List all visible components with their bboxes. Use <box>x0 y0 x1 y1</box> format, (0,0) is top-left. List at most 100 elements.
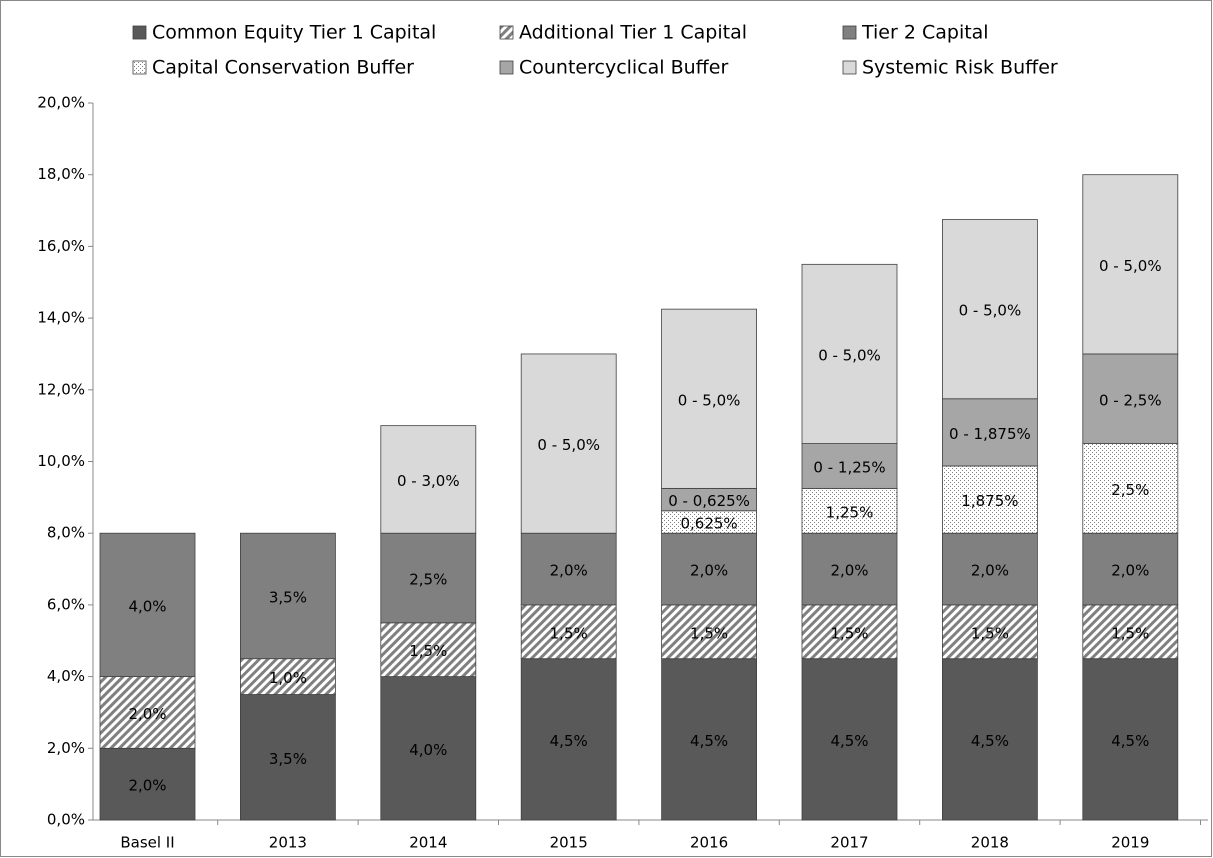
value-label: 0 - 2,5% <box>1099 391 1162 409</box>
bar-segment <box>942 604 1038 660</box>
y-tick-label: 14,0% <box>37 309 85 327</box>
legend-label: Common Equity Tier 1 Capital <box>152 22 436 44</box>
value-label: 4,5% <box>1111 732 1149 750</box>
x-tick-label: 2013 <box>269 834 307 852</box>
bar-segment <box>801 658 898 821</box>
value-label: 0 - 0,625% <box>668 492 750 510</box>
value-label: 2,0% <box>1111 562 1149 580</box>
bar-segment <box>1082 604 1179 660</box>
y-tick-label: 10,0% <box>37 452 85 470</box>
bar-segment <box>661 658 757 821</box>
value-label: 0 - 1,25% <box>813 458 885 476</box>
x-tick-label: Basel II <box>120 834 174 852</box>
x-tick-label: 2015 <box>550 834 588 852</box>
x-tick-label: 2014 <box>409 834 447 852</box>
bar-segment <box>380 532 477 624</box>
legend-swatch <box>842 60 857 75</box>
bar-segment <box>239 658 336 695</box>
bar-segment <box>380 676 477 821</box>
value-label: 4,5% <box>830 732 868 750</box>
value-label: 3,5% <box>269 750 307 768</box>
value-label: 4,5% <box>550 732 588 750</box>
legend-label: Systemic Risk Buffer <box>862 57 1058 79</box>
value-label: 1,5% <box>830 624 868 642</box>
bar-segment <box>99 747 196 821</box>
value-label: 1,5% <box>550 624 588 642</box>
value-label: 0 - 3,0% <box>397 472 460 490</box>
bar-segment <box>520 532 617 606</box>
value-label: 2,0% <box>690 562 728 580</box>
bar-segment <box>1082 658 1179 821</box>
bar-segment <box>99 532 196 678</box>
legend-swatch <box>499 25 514 40</box>
value-label: 2,0% <box>830 562 868 580</box>
legend-swatch <box>132 25 147 40</box>
value-label: 0 - 5,0% <box>678 391 741 409</box>
x-tick-label: 2016 <box>690 834 728 852</box>
legend-label: Tier 2 Capital <box>861 22 989 44</box>
value-label: 0,625% <box>680 514 737 532</box>
x-tick-label: 2019 <box>1111 834 1149 852</box>
value-label: 2,5% <box>409 571 447 589</box>
bar-segment <box>942 532 1038 606</box>
value-label: 2,5% <box>1111 481 1149 499</box>
value-label: 1,0% <box>269 669 307 687</box>
bar-segment <box>1082 532 1179 606</box>
bar-segment <box>1082 174 1179 355</box>
value-label: 2,0% <box>550 562 588 580</box>
y-tick-label: 18,0% <box>37 165 85 183</box>
value-label: 0 - 5,0% <box>959 302 1022 320</box>
value-label: 4,0% <box>409 741 447 759</box>
value-label: 4,5% <box>971 732 1009 750</box>
value-label: 2,0% <box>971 562 1009 580</box>
value-label: 2,0% <box>128 705 166 723</box>
value-label: 1,5% <box>409 642 447 660</box>
bar-segment <box>239 694 336 821</box>
value-label: 1,5% <box>1111 624 1149 642</box>
value-label: 0 - 5,0% <box>1099 257 1162 275</box>
value-label: 4,0% <box>128 597 166 615</box>
bar-segment <box>801 487 898 534</box>
bar-segment <box>661 532 757 606</box>
bar-segment <box>520 353 617 534</box>
value-label: 2,0% <box>128 777 166 795</box>
bar-segment <box>239 532 336 660</box>
legend-swatch <box>842 25 857 40</box>
y-tick-label: 20,0% <box>37 94 85 112</box>
bar-segment <box>1082 353 1179 444</box>
y-tick-label: 2,0% <box>47 739 85 757</box>
bar-segment <box>380 425 477 534</box>
y-tick-label: 12,0% <box>37 380 85 398</box>
bar-segment <box>942 465 1038 534</box>
bar-segment <box>380 622 477 678</box>
value-label: 1,875% <box>961 492 1018 510</box>
value-label: 0 - 5,0% <box>537 436 600 454</box>
value-label: 3,5% <box>269 588 307 606</box>
bar-segment <box>942 658 1038 821</box>
x-tick-label: 2017 <box>830 834 868 852</box>
bar-segment <box>99 676 196 749</box>
bar-segment <box>942 219 1038 400</box>
y-tick-label: 16,0% <box>37 237 85 255</box>
bar-segment <box>520 604 617 660</box>
value-label: 1,25% <box>826 503 874 521</box>
bar-segment <box>520 658 617 821</box>
bar-segment <box>801 263 898 444</box>
bar-segment <box>801 604 898 660</box>
legend-swatch <box>132 60 147 75</box>
legend-label: Additional Tier 1 Capital <box>519 22 747 44</box>
bar-segment <box>801 443 898 489</box>
bar-segment <box>661 308 757 489</box>
bar-segment <box>1082 443 1179 534</box>
x-tick-label: 2018 <box>971 834 1009 852</box>
bar-segment <box>661 604 757 660</box>
legend-label: Countercyclical Buffer <box>519 57 728 79</box>
legend-swatch <box>499 60 514 75</box>
legend-label: Capital Conservation Buffer <box>152 57 414 79</box>
bar-segment <box>801 532 898 606</box>
value-label: 0 - 1,875% <box>949 425 1031 443</box>
value-label: 1,5% <box>690 624 728 642</box>
value-label: 1,5% <box>971 624 1009 642</box>
y-tick-label: 8,0% <box>47 524 85 542</box>
